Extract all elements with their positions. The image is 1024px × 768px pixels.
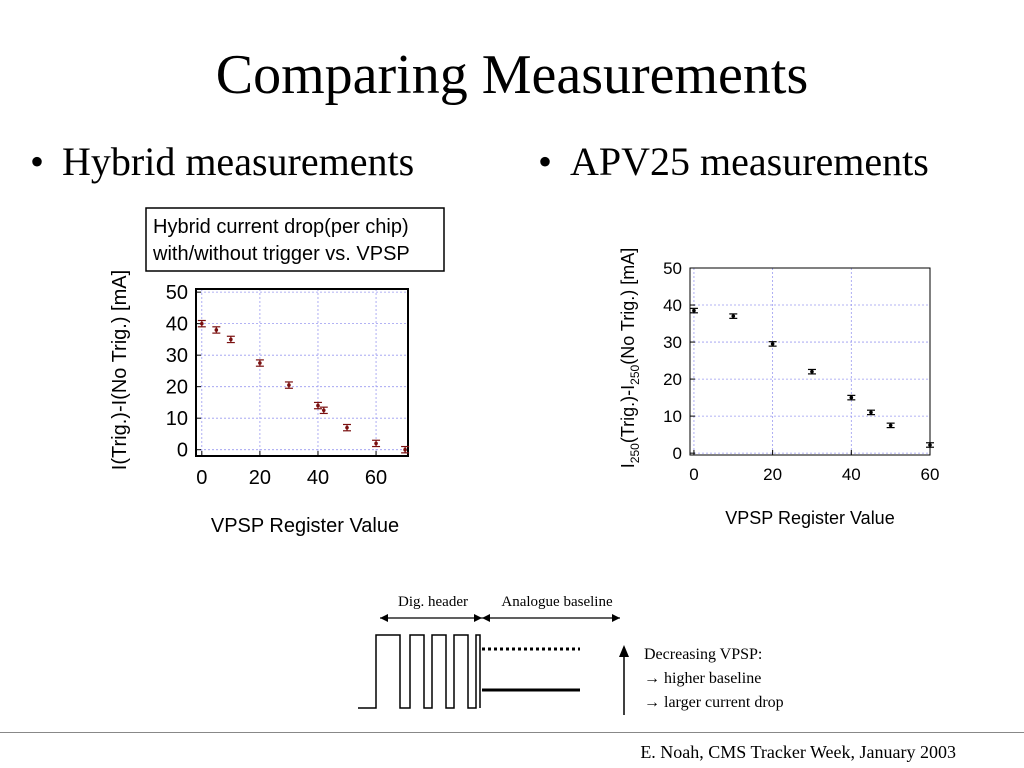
apv25-point-1 xyxy=(729,313,738,319)
apv25-point-6 xyxy=(886,422,895,429)
apv25-ylabel-part-2: (Trig.)-I xyxy=(618,385,638,443)
hybrid-ytick-label-4: 40 xyxy=(166,314,188,336)
dig-header-label: Dig. header xyxy=(398,594,468,610)
hybrid-point-4 xyxy=(284,381,293,389)
apv25-xtick-label-3: 60 xyxy=(921,465,940,484)
analogue-baseline-label: Analogue baseline xyxy=(501,594,613,610)
hybrid-ytick-label-3: 30 xyxy=(166,345,188,367)
hybrid-ytick-label-2: 20 xyxy=(166,377,188,399)
apv25-xtick-label-0: 0 xyxy=(689,465,698,484)
hybrid-point-8 xyxy=(372,439,381,448)
digital-header-waveform xyxy=(358,634,481,709)
bullet-hybrid-text: Hybrid measurements xyxy=(62,139,415,184)
hybrid-point-2 xyxy=(226,335,235,344)
analogue-baseline-span-arrow xyxy=(482,614,620,622)
hybrid-point-3 xyxy=(255,359,264,367)
apv25-chart-ylabel: I250(Trig.)-I250(No Trig.) [mA] xyxy=(618,248,642,468)
hybrid-point-5 xyxy=(313,401,322,410)
hybrid-point-9 xyxy=(401,445,410,454)
hybrid-xtick-label-2: 40 xyxy=(307,467,329,489)
hybrid-xtick-label-3: 60 xyxy=(365,467,387,489)
apv25-point-0 xyxy=(689,307,698,314)
hybrid-plot-frame xyxy=(195,288,409,457)
bullet-glyph: • xyxy=(538,139,553,184)
hybrid-chart-ylabel: I(Trig.)-I(No Trig.) [mA] xyxy=(109,270,131,470)
apv25-point-5 xyxy=(866,409,875,416)
note-line-3: → larger current drop xyxy=(644,694,784,711)
slide-title: Comparing Measurements xyxy=(215,44,809,106)
apv25-ytick-label-2: 20 xyxy=(663,370,682,389)
apv25-point-3 xyxy=(807,368,816,375)
hybrid-point-7 xyxy=(343,423,352,432)
apv25-point-2 xyxy=(768,341,777,347)
hybrid-chart-title-line-1: Hybrid current drop(per chip) xyxy=(153,216,409,238)
bullet-apv25-text: APV25 measurements xyxy=(570,139,929,184)
hybrid-point-0 xyxy=(197,319,206,328)
apv25-point-4 xyxy=(847,394,856,401)
apv25-ylabel-part-1: I xyxy=(618,463,638,468)
apv25-ytick-label-5: 50 xyxy=(663,259,682,278)
apv25-chart: VPSP Register Value I250(Trig.)-I250(No … xyxy=(618,248,939,528)
vpsp-waveform-diagram: Dig. header Analogue baseline Decreasing… xyxy=(358,594,784,715)
apv25-ylabel-part-3: (No Trig.) [mA] xyxy=(618,248,638,365)
apv25-ytick-label-0: 0 xyxy=(673,444,682,463)
apv25-ytick-label-3: 30 xyxy=(663,333,682,352)
hybrid-ytick-label-1: 10 xyxy=(166,408,188,430)
hybrid-point-6 xyxy=(319,406,328,415)
apv25-point-7 xyxy=(926,442,934,448)
footer-divider xyxy=(0,732,1024,733)
bullet-hybrid: • Hybrid measurements xyxy=(30,137,414,187)
apv25-xtick-label-2: 40 xyxy=(842,465,861,484)
footer-credit: E. Noah, CMS Tracker Week, January 2003 xyxy=(640,742,956,762)
note-line-2: → higher baseline xyxy=(644,670,761,687)
apv25-xtick-label-1: 20 xyxy=(763,465,782,484)
up-arrow-icon xyxy=(619,645,629,715)
apv25-ytick-label-1: 10 xyxy=(663,407,682,426)
apv25-ylabel-sub-1: 250 xyxy=(628,443,642,463)
hybrid-ytick-label-0: 0 xyxy=(177,440,188,462)
hybrid-chart-xlabel: VPSP Register Value xyxy=(211,515,399,537)
hybrid-chart-title-line-2: with/without trigger vs. VPSP xyxy=(152,243,410,265)
apv25-ytick-label-4: 40 xyxy=(663,296,682,315)
bullet-glyph: • xyxy=(30,139,45,184)
hybrid-chart: Hybrid current drop(per chip) with/witho… xyxy=(109,207,445,537)
hybrid-xtick-label-1: 20 xyxy=(249,467,271,489)
hybrid-xtick-label-0: 0 xyxy=(196,467,207,489)
hybrid-point-1 xyxy=(212,326,221,334)
note-line-1: Decreasing VPSP: xyxy=(644,646,762,663)
hybrid-ytick-label-5: 50 xyxy=(166,282,188,304)
apv25-ylabel-sub-2: 250 xyxy=(628,364,642,384)
apv25-chart-xlabel: VPSP Register Value xyxy=(725,508,894,528)
bullet-apv25: • APV25 measurements xyxy=(538,137,929,187)
hybrid-chart-title-box xyxy=(145,207,445,272)
dig-header-span-arrow xyxy=(380,614,482,622)
apv25-plot-frame xyxy=(689,267,931,456)
